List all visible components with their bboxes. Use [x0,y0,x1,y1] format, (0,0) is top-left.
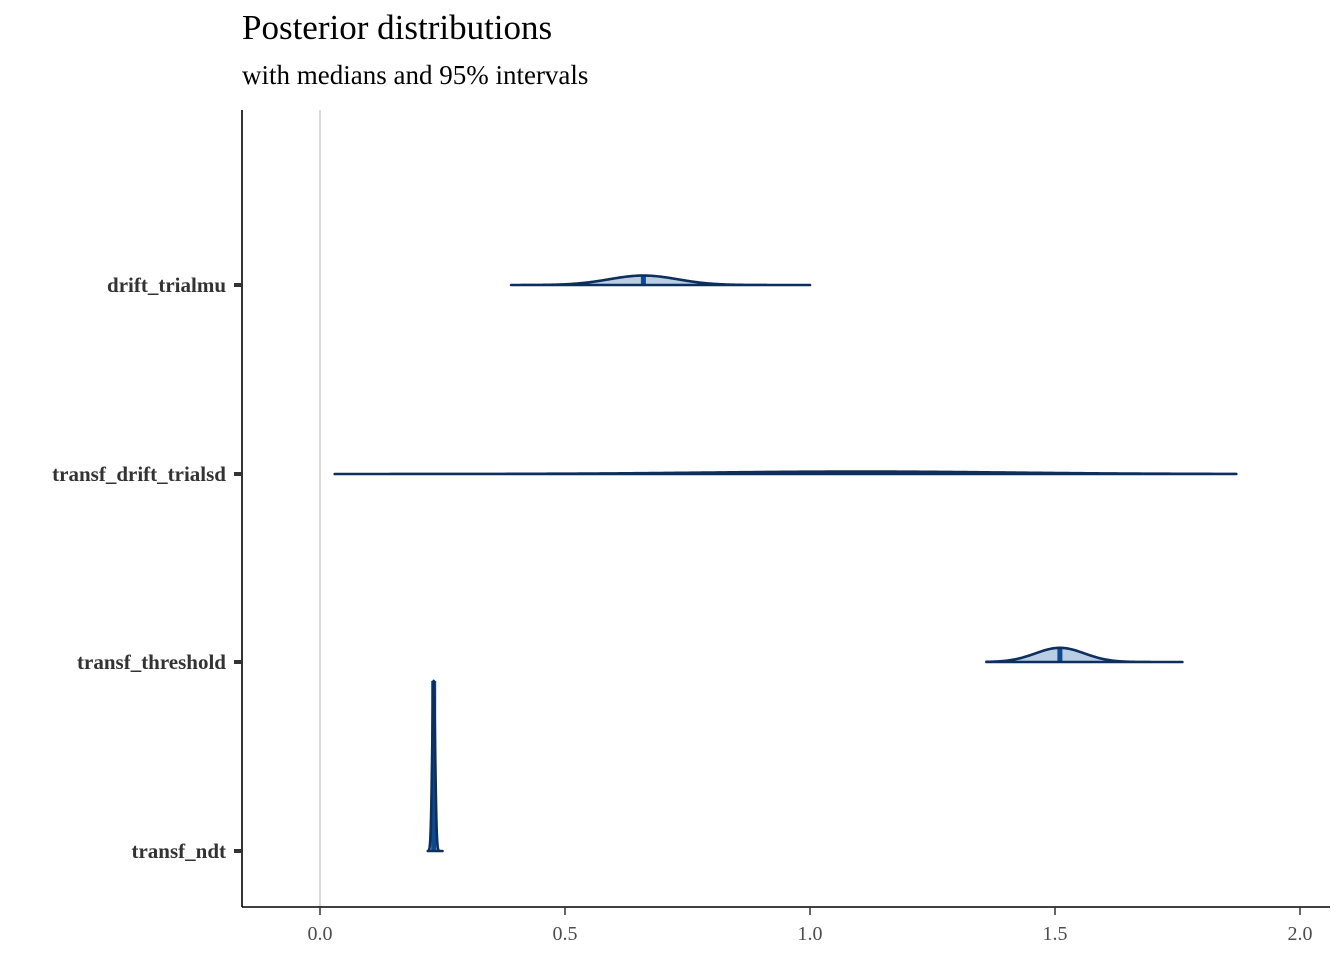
x-tick-label-4: 2.0 [1288,923,1313,945]
x-ticks-group: 0.0 0.5 1.0 1.5 2.0 [308,907,1313,945]
ridge-transf_drift_trialsd [333,470,1238,476]
ridge-drift_trialmu [509,274,812,287]
y-tick-label-transf_threshold: transf_threshold [77,650,226,674]
x-tick-label-0: 0.0 [308,923,333,945]
density-outline-drift_trialmu [509,274,812,287]
y-tick-label-transf_ndt: transf_ndt [131,839,226,863]
ridges-group [333,274,1238,853]
x-tick-label-3: 1.5 [1043,923,1068,945]
y-tick-label-transf_drift_trialsd: transf_drift_trialsd [52,462,226,486]
chart-title: Posterior distributions [242,8,553,47]
ridge-transf_threshold [985,646,1184,664]
density-outline-transf_ndt [426,679,444,853]
chart-subtitle: with medians and 95% intervals [242,60,589,90]
y-tick-label-drift_trialmu: drift_trialmu [107,273,226,297]
y-ticks-group: drift_trialmu transf_drift_trialsd transf_… [52,273,242,863]
x-tick-label-1: 0.5 [553,923,578,945]
density-outline-transf_drift_trialsd [333,470,1238,476]
x-tick-label-2: 1.0 [798,923,823,945]
ridge-transf_ndt [426,679,444,853]
density-outline-transf_threshold [985,646,1184,664]
